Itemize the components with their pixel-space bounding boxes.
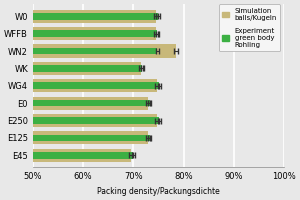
Bar xyxy=(0,44,176,58)
Bar xyxy=(0,117,159,124)
Bar xyxy=(0,30,158,37)
Bar xyxy=(0,100,150,106)
Bar xyxy=(0,79,158,92)
Bar xyxy=(0,149,131,162)
Bar xyxy=(0,62,141,75)
Bar xyxy=(0,114,158,127)
Bar xyxy=(0,82,159,89)
Bar xyxy=(0,135,150,141)
X-axis label: Packing density/Packungsdichte: Packing density/Packungsdichte xyxy=(97,187,220,196)
Legend: Simulation
balls/Kugeln, Experiment
green body
Rohling: Simulation balls/Kugeln, Experiment gree… xyxy=(219,4,280,51)
Bar xyxy=(0,131,148,144)
Bar xyxy=(0,48,158,54)
Bar xyxy=(0,97,148,110)
Bar xyxy=(0,10,156,23)
Bar xyxy=(0,27,156,40)
Bar xyxy=(0,152,133,159)
Bar xyxy=(0,13,158,20)
Bar xyxy=(0,65,142,72)
